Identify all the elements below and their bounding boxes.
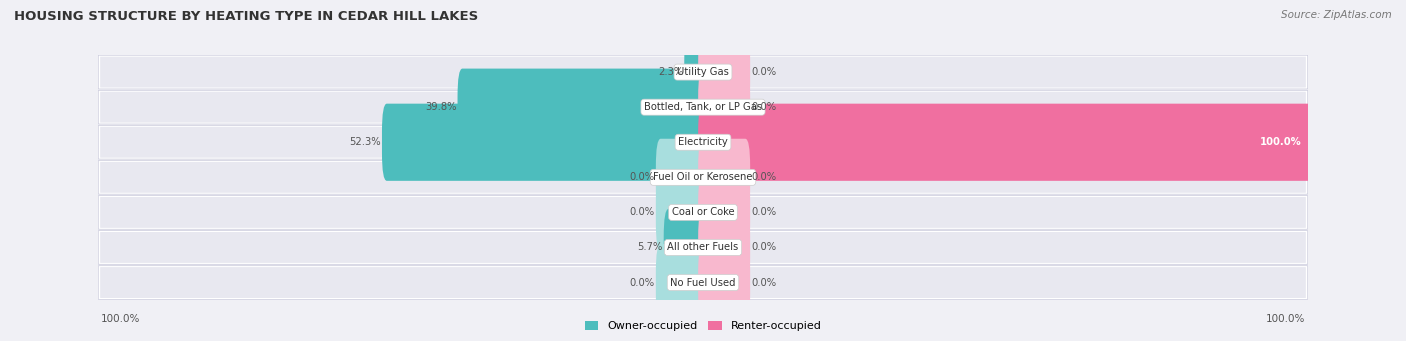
FancyBboxPatch shape <box>100 197 1306 228</box>
Text: 52.3%: 52.3% <box>349 137 381 147</box>
FancyBboxPatch shape <box>98 55 1308 89</box>
Text: 39.8%: 39.8% <box>425 102 457 112</box>
Text: 0.0%: 0.0% <box>751 278 776 287</box>
FancyBboxPatch shape <box>699 174 751 251</box>
FancyBboxPatch shape <box>98 161 1308 194</box>
Text: Utility Gas: Utility Gas <box>678 67 728 77</box>
Text: Bottled, Tank, or LP Gas: Bottled, Tank, or LP Gas <box>644 102 762 112</box>
FancyBboxPatch shape <box>699 244 751 321</box>
Text: 2.3%: 2.3% <box>658 67 683 77</box>
FancyBboxPatch shape <box>655 139 707 216</box>
Text: 0.0%: 0.0% <box>751 207 776 218</box>
FancyBboxPatch shape <box>699 139 751 216</box>
FancyBboxPatch shape <box>685 33 707 111</box>
Text: 100.0%: 100.0% <box>1260 137 1302 147</box>
Text: Source: ZipAtlas.com: Source: ZipAtlas.com <box>1281 10 1392 20</box>
FancyBboxPatch shape <box>100 232 1306 263</box>
Text: 0.0%: 0.0% <box>630 172 655 182</box>
FancyBboxPatch shape <box>457 69 707 146</box>
FancyBboxPatch shape <box>699 209 751 286</box>
Text: 0.0%: 0.0% <box>630 278 655 287</box>
FancyBboxPatch shape <box>699 33 751 111</box>
FancyBboxPatch shape <box>699 69 751 146</box>
Text: 0.0%: 0.0% <box>751 67 776 77</box>
Text: 0.0%: 0.0% <box>751 172 776 182</box>
Text: HOUSING STRUCTURE BY HEATING TYPE IN CEDAR HILL LAKES: HOUSING STRUCTURE BY HEATING TYPE IN CED… <box>14 10 478 23</box>
FancyBboxPatch shape <box>100 92 1306 123</box>
Text: Electricity: Electricity <box>678 137 728 147</box>
FancyBboxPatch shape <box>382 104 707 181</box>
Text: Fuel Oil or Kerosene: Fuel Oil or Kerosene <box>654 172 752 182</box>
FancyBboxPatch shape <box>98 90 1308 124</box>
Text: No Fuel Used: No Fuel Used <box>671 278 735 287</box>
Text: Coal or Coke: Coal or Coke <box>672 207 734 218</box>
Text: 100.0%: 100.0% <box>1265 314 1305 324</box>
FancyBboxPatch shape <box>98 195 1308 229</box>
Text: All other Fuels: All other Fuels <box>668 242 738 252</box>
Text: 5.7%: 5.7% <box>637 242 662 252</box>
FancyBboxPatch shape <box>664 209 707 286</box>
Text: 0.0%: 0.0% <box>630 207 655 218</box>
FancyBboxPatch shape <box>100 162 1306 193</box>
FancyBboxPatch shape <box>100 127 1306 158</box>
FancyBboxPatch shape <box>655 244 707 321</box>
Text: 0.0%: 0.0% <box>751 102 776 112</box>
Text: 0.0%: 0.0% <box>751 242 776 252</box>
FancyBboxPatch shape <box>655 174 707 251</box>
FancyBboxPatch shape <box>98 125 1308 159</box>
Legend: Owner-occupied, Renter-occupied: Owner-occupied, Renter-occupied <box>581 316 825 336</box>
FancyBboxPatch shape <box>100 267 1306 298</box>
FancyBboxPatch shape <box>98 266 1308 299</box>
Text: 100.0%: 100.0% <box>101 314 141 324</box>
FancyBboxPatch shape <box>98 231 1308 264</box>
FancyBboxPatch shape <box>100 57 1306 88</box>
FancyBboxPatch shape <box>699 104 1312 181</box>
